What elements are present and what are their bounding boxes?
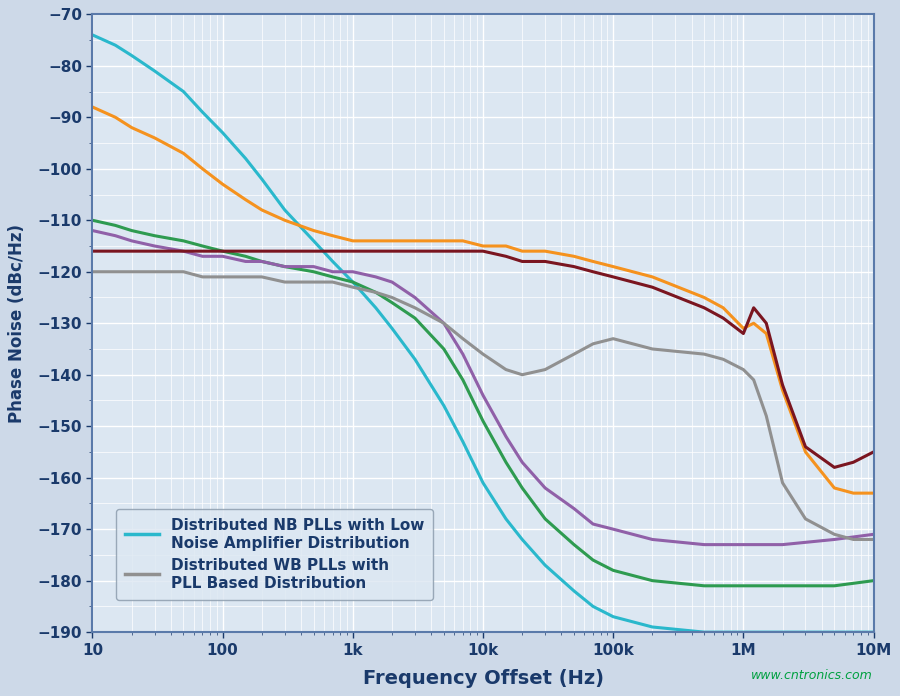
X-axis label: Frequency Offset (Hz): Frequency Offset (Hz) [363,669,604,688]
Text: www.cntronics.com: www.cntronics.com [752,669,873,682]
Legend: Distributed NB PLLs with Low
Noise Amplifier Distribution, Distributed WB PLLs w: Distributed NB PLLs with Low Noise Ampli… [116,509,433,600]
Y-axis label: Phase Noise (dBc/Hz): Phase Noise (dBc/Hz) [8,223,26,422]
